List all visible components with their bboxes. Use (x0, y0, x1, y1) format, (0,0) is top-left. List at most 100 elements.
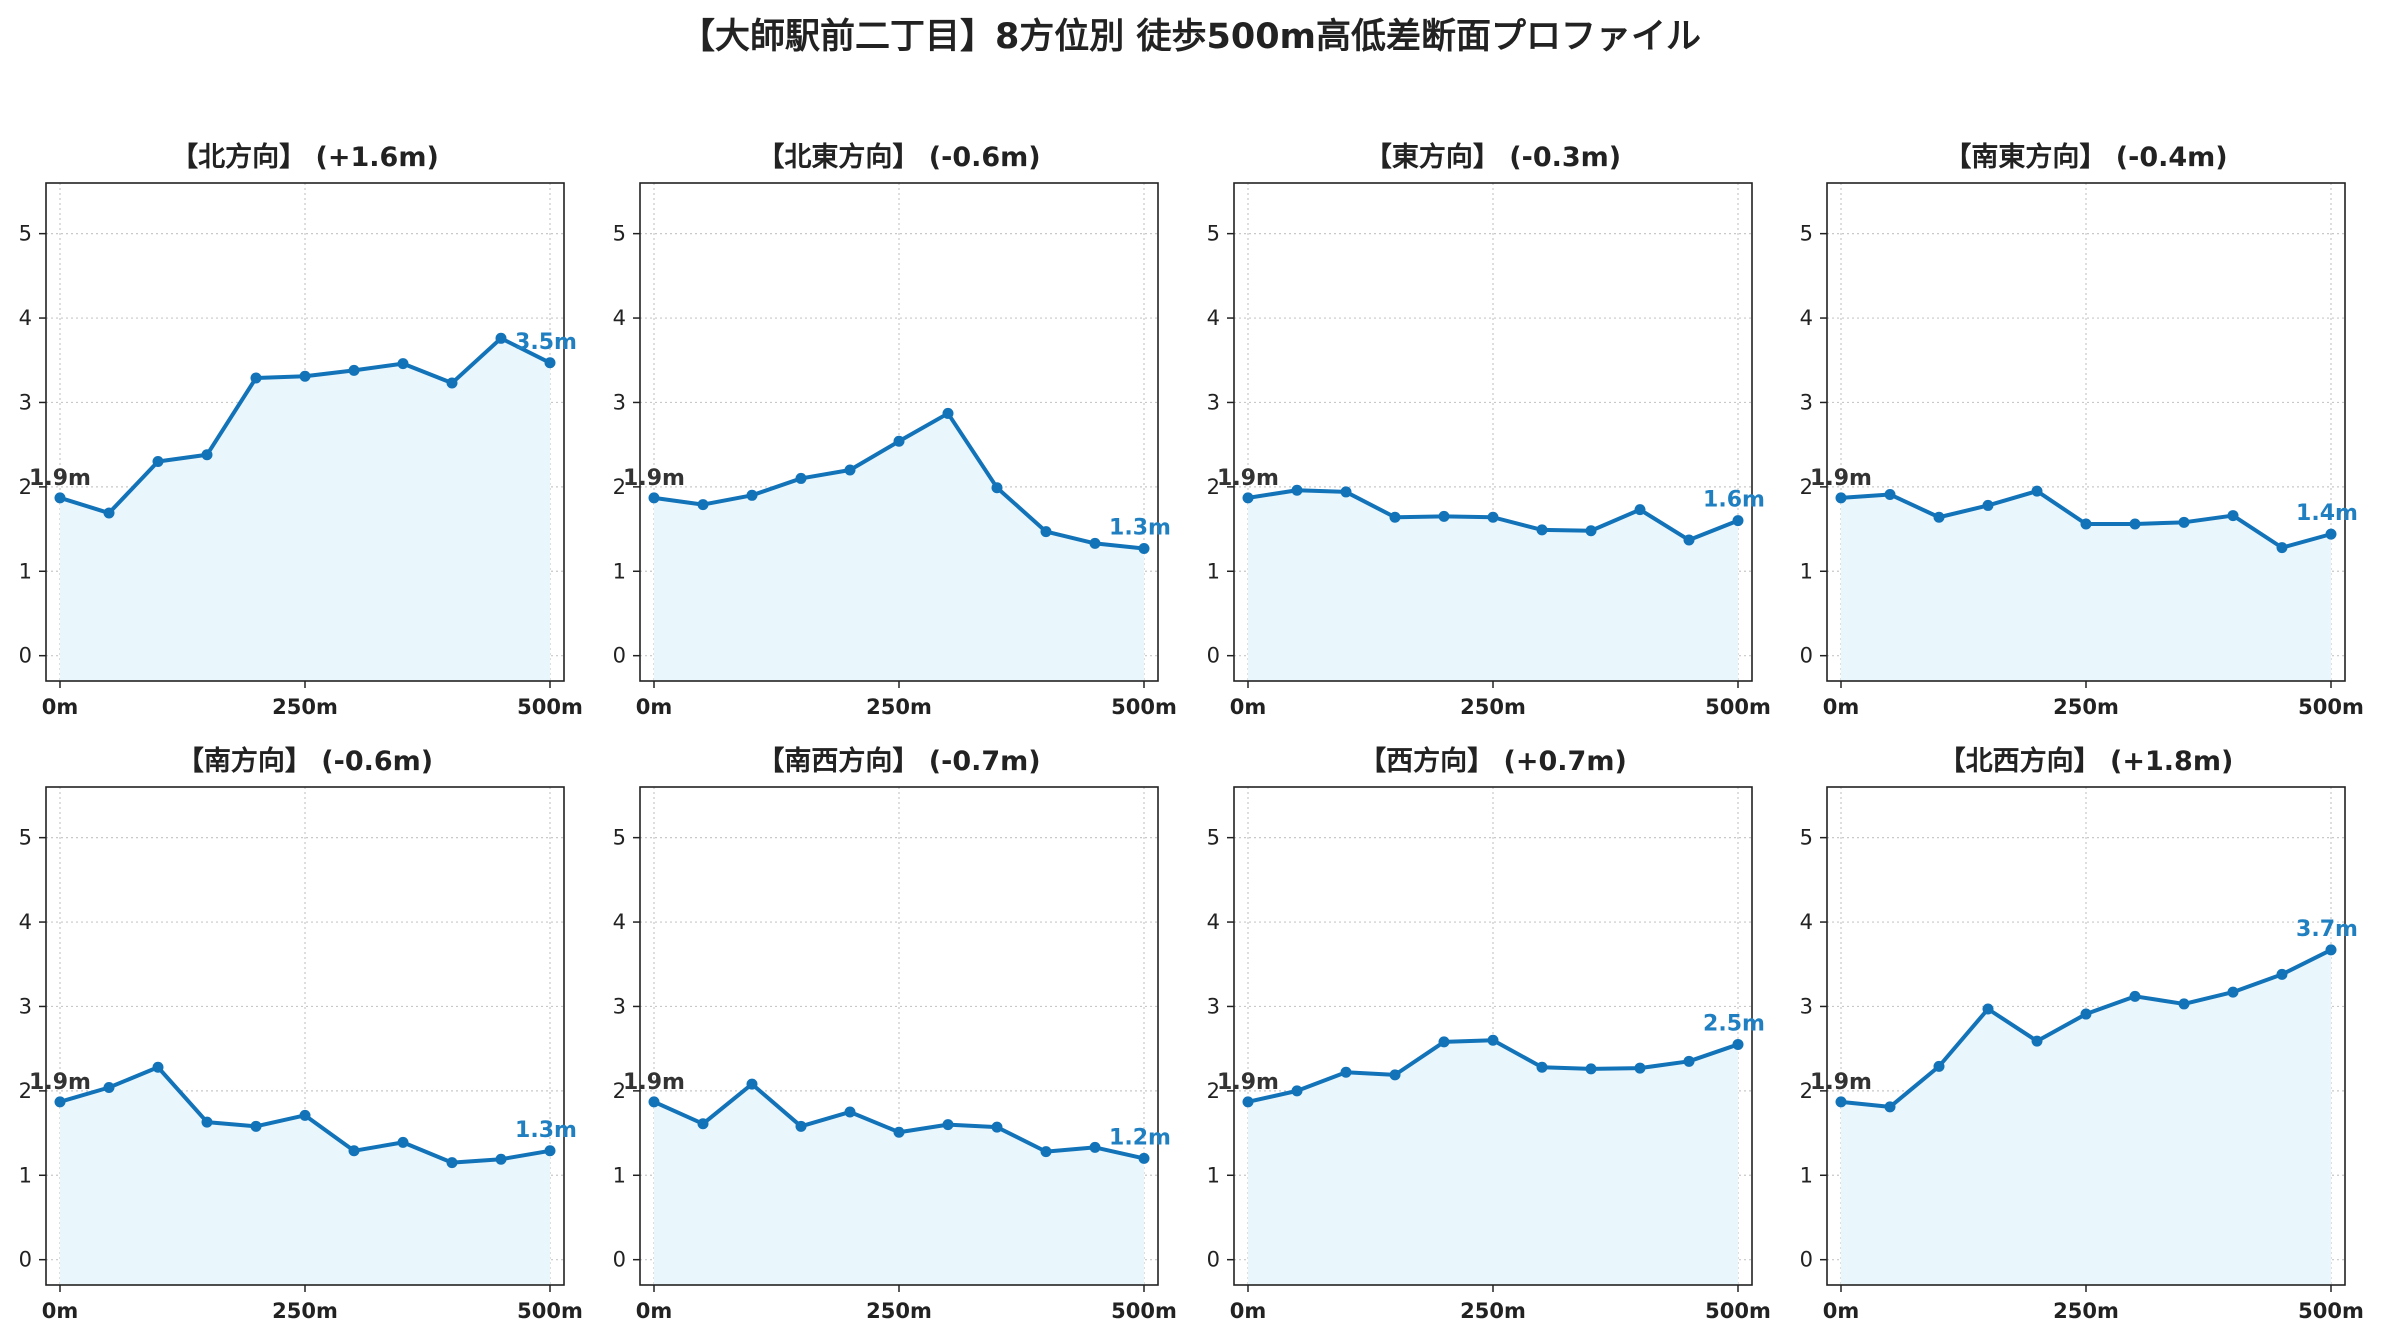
y-tick-label: 4 (613, 910, 626, 934)
y-tick-label: 0 (1800, 644, 1813, 668)
data-point (1933, 511, 1945, 523)
y-tick-label: 3 (1800, 994, 1813, 1018)
data-point (1389, 1069, 1401, 1081)
panel-title: 【北東方向】 (-0.6m) (757, 141, 1040, 173)
data-point (1340, 486, 1352, 498)
y-tick-label: 4 (1207, 910, 1220, 934)
x-tick-label: 0m (1230, 1299, 1267, 1323)
x-tick-label: 500m (2298, 695, 2364, 719)
y-tick-label: 2 (1800, 1079, 1813, 1103)
data-point (697, 499, 709, 511)
data-point (299, 1109, 311, 1121)
x-tick-label: 0m (1823, 1299, 1860, 1323)
x-tick-label: 0m (636, 695, 673, 719)
y-tick-label: 3 (613, 994, 626, 1018)
area-fill (1841, 491, 2331, 681)
end-value-label: 1.6m (1703, 488, 1765, 513)
data-point (2129, 518, 2141, 530)
panel-7: 【北西方向】 (+1.8m) 0 1 2 3 4 5 0m 250m 500m 1.9m 3.7m (1800, 745, 2364, 1323)
end-value-label: 1.3m (515, 1118, 577, 1143)
data-point (1242, 492, 1254, 504)
data-point (648, 1096, 660, 1108)
x-tick-label: 250m (2053, 695, 2119, 719)
end-value-label: 1.3m (1109, 515, 1171, 540)
data-point (746, 489, 758, 501)
y-tick-label: 5 (1207, 222, 1220, 246)
x-tick-label: 0m (1230, 695, 1267, 719)
y-tick-label: 4 (613, 306, 626, 330)
panel-0: 【北方向】 (+1.6m) 0 1 2 3 4 5 0m 250m 500m 1.9m 3.5m (19, 141, 583, 719)
data-point (1884, 488, 1896, 500)
panel-title: 【東方向】 (-0.3m) (1365, 141, 1621, 173)
data-point (1835, 492, 1847, 504)
panel-title: 【西方向】 (+0.7m) (1359, 745, 1627, 777)
area-fill (1248, 490, 1738, 681)
data-point (1438, 510, 1450, 522)
start-value-label: 1.9m (1217, 1070, 1279, 1095)
data-point (991, 482, 1003, 494)
area-fill (1248, 1040, 1738, 1285)
data-point (2325, 528, 2337, 540)
data-point (1487, 1034, 1499, 1046)
y-tick-label: 4 (1800, 306, 1813, 330)
data-point (1835, 1096, 1847, 1108)
data-point (1389, 511, 1401, 523)
data-point (1089, 1141, 1101, 1153)
data-point (1683, 1055, 1695, 1067)
data-point (446, 1157, 458, 1169)
data-point (103, 1081, 115, 1093)
data-point (991, 1121, 1003, 1133)
data-point (1340, 1066, 1352, 1078)
data-point (648, 492, 660, 504)
panel-title: 【南西方向】 (-0.7m) (757, 745, 1040, 777)
area-fill (60, 338, 550, 681)
start-value-label: 1.9m (1810, 466, 1872, 491)
data-point (697, 1118, 709, 1130)
data-point (1982, 499, 1994, 511)
x-tick-label: 250m (866, 1299, 932, 1323)
data-point (152, 1061, 164, 1073)
data-point (1487, 511, 1499, 523)
x-tick-label: 500m (517, 1299, 583, 1323)
y-tick-label: 2 (1207, 475, 1220, 499)
data-point (2178, 998, 2190, 1010)
data-point (1438, 1036, 1450, 1048)
y-tick-label: 0 (613, 644, 626, 668)
y-tick-label: 1 (19, 1163, 32, 1187)
data-point (844, 1106, 856, 1118)
data-point (1138, 542, 1150, 554)
data-point (1634, 1062, 1646, 1074)
data-point (942, 407, 954, 419)
y-tick-label: 4 (1207, 306, 1220, 330)
y-tick-label: 2 (19, 1079, 32, 1103)
y-tick-label: 5 (19, 222, 32, 246)
data-point (2227, 986, 2239, 998)
data-point (446, 377, 458, 389)
y-tick-label: 3 (1800, 390, 1813, 414)
data-point (844, 464, 856, 476)
y-tick-label: 5 (1207, 826, 1220, 850)
area-fill (654, 1084, 1144, 1285)
y-tick-label: 4 (19, 910, 32, 934)
data-point (250, 1120, 262, 1132)
y-tick-label: 1 (1800, 559, 1813, 583)
end-value-label: 1.4m (2296, 501, 2358, 526)
area-fill (1841, 949, 2331, 1285)
y-tick-label: 5 (19, 826, 32, 850)
data-point (2276, 968, 2288, 980)
y-tick-label: 5 (613, 222, 626, 246)
data-point (2325, 944, 2337, 956)
x-tick-label: 250m (272, 1299, 338, 1323)
data-point (1242, 1096, 1254, 1108)
data-point (54, 492, 66, 504)
data-point (893, 1126, 905, 1138)
y-tick-label: 2 (1207, 1079, 1220, 1103)
data-point (1089, 537, 1101, 549)
x-tick-label: 250m (1460, 1299, 1526, 1323)
y-tick-label: 2 (613, 475, 626, 499)
data-point (201, 1116, 213, 1128)
y-tick-label: 0 (19, 1248, 32, 1272)
y-tick-label: 1 (613, 559, 626, 583)
x-tick-label: 250m (2053, 1299, 2119, 1323)
